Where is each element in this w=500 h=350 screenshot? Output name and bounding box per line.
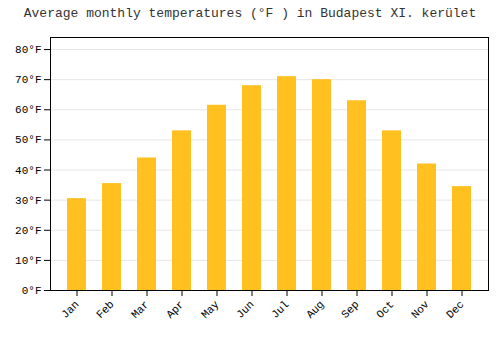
svg-text:Jun: Jun — [234, 298, 256, 320]
svg-text:Nov: Nov — [409, 298, 432, 321]
svg-text:Dec: Dec — [444, 298, 466, 320]
svg-text:0°F: 0°F — [22, 285, 42, 297]
svg-text:30°F: 30°F — [15, 195, 41, 207]
svg-text:40°F: 40°F — [15, 165, 41, 177]
svg-text:Sep: Sep — [339, 298, 361, 320]
svg-text:10°F: 10°F — [15, 255, 41, 267]
svg-text:20°F: 20°F — [15, 225, 41, 237]
svg-text:Aug: Aug — [304, 298, 326, 320]
svg-text:Jan: Jan — [59, 298, 81, 320]
svg-text:May: May — [199, 298, 222, 321]
html-text:Average monthly temperatures (: Average monthly temperatures (°F ) in Bu… — [23, 6, 477, 21]
svg-text:70°F: 70°F — [15, 74, 41, 86]
svg-text:Apr: Apr — [164, 298, 186, 320]
svg-text:Jul: Jul — [269, 298, 291, 320]
svg-text:Oct: Oct — [374, 298, 396, 320]
svg-text:Feb: Feb — [94, 298, 116, 320]
svg-text:80°F: 80°F — [15, 44, 41, 56]
svg-text:Mar: Mar — [129, 298, 151, 320]
svg-text:50°F: 50°F — [15, 134, 41, 146]
svg-text:60°F: 60°F — [15, 104, 41, 116]
